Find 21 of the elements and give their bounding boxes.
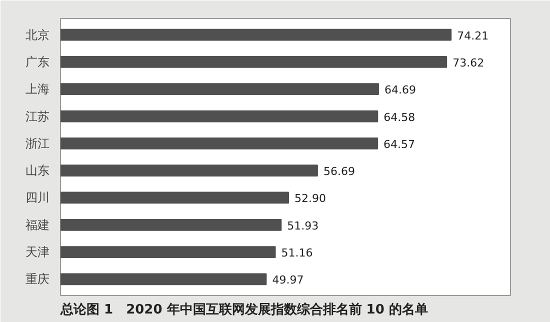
y-tick-label: 四川 — [26, 190, 50, 205]
data-label: 52.90 — [294, 192, 326, 206]
data-label: 56.69 — [323, 165, 355, 178]
data-label: 64.57 — [384, 138, 416, 151]
y-tick-label: 浙江 — [26, 136, 50, 150]
data-label: 49.97 — [272, 274, 304, 287]
text: 总论图 1 2020 年中国互联网发展指数综合排名前 10 的名单 — [60, 302, 428, 318]
y-tick-label: 福建 — [26, 218, 50, 232]
y-tick-label: 上海 — [26, 82, 50, 96]
y-tick-label: 江苏 — [26, 109, 50, 124]
data-label: 74.21 — [457, 29, 489, 42]
data-label: 51.93 — [287, 219, 319, 232]
data-label: 64.58 — [384, 110, 416, 124]
y-tick-label: 天津 — [26, 245, 50, 260]
data-label: 73.62 — [452, 56, 484, 70]
y-tick-label: 广东 — [26, 54, 50, 69]
y-tick-label: 山东 — [26, 164, 50, 178]
data-label: 64.69 — [384, 84, 416, 97]
y-tick-label: 重庆 — [26, 272, 50, 286]
data-label: 51.16 — [281, 246, 313, 260]
y-tick-label: 北京 — [26, 28, 50, 42]
